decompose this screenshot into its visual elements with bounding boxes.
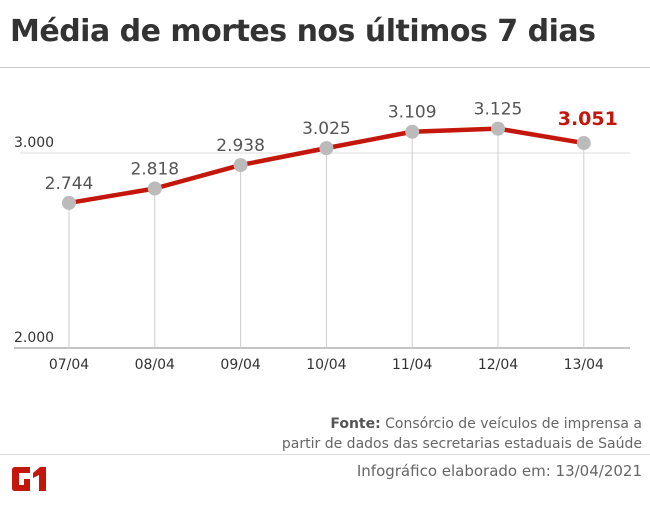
x-tick-label: 07/04 — [49, 357, 89, 373]
data-label: 2.744 — [45, 174, 94, 194]
x-tick-label: 08/04 — [135, 357, 175, 373]
data-label: 3.051 — [558, 108, 618, 130]
data-label: 3.025 — [302, 119, 351, 139]
source-text-2: partir de dados das secretarias estaduai… — [281, 436, 642, 452]
data-label: 3.109 — [388, 103, 437, 123]
data-label: 2.818 — [130, 159, 179, 179]
data-point — [62, 195, 76, 210]
g1-logo — [12, 467, 46, 491]
data-point — [319, 141, 334, 156]
data-point — [405, 124, 420, 139]
source-label: Fonte: — [330, 416, 381, 432]
data-point — [147, 181, 162, 196]
line-chart: 2.000 3.000 07/04 08/04 09/04 10/04 11/04 12/04… — [14, 100, 630, 373]
source-text: Consórcio de veículos de imprensa a — [380, 416, 642, 432]
y-tick-label: 3.000 — [14, 135, 54, 151]
credit-text: Infográfico elaborado em: 13/04/2021 — [356, 462, 642, 480]
y-tick-label: 2.000 — [14, 330, 54, 346]
chart-title: Média de mortes nos últimos 7 dias — [10, 14, 596, 49]
title-divider — [0, 67, 650, 68]
x-tick-label: 13/04 — [564, 357, 604, 373]
data-point — [491, 121, 505, 136]
data-label: 2.938 — [216, 136, 265, 156]
footer-divider — [0, 454, 650, 455]
data-point — [233, 158, 248, 173]
data-point — [576, 136, 591, 151]
x-tick-label: 10/04 — [306, 357, 346, 373]
data-label: 3.125 — [474, 100, 523, 120]
source-note: Fonte: Consórcio de veículos de imprensa… — [282, 414, 642, 454]
x-tick-label: 09/04 — [220, 357, 260, 373]
x-tick-label: 12/04 — [478, 357, 518, 373]
x-tick-label: 11/04 — [392, 357, 432, 373]
